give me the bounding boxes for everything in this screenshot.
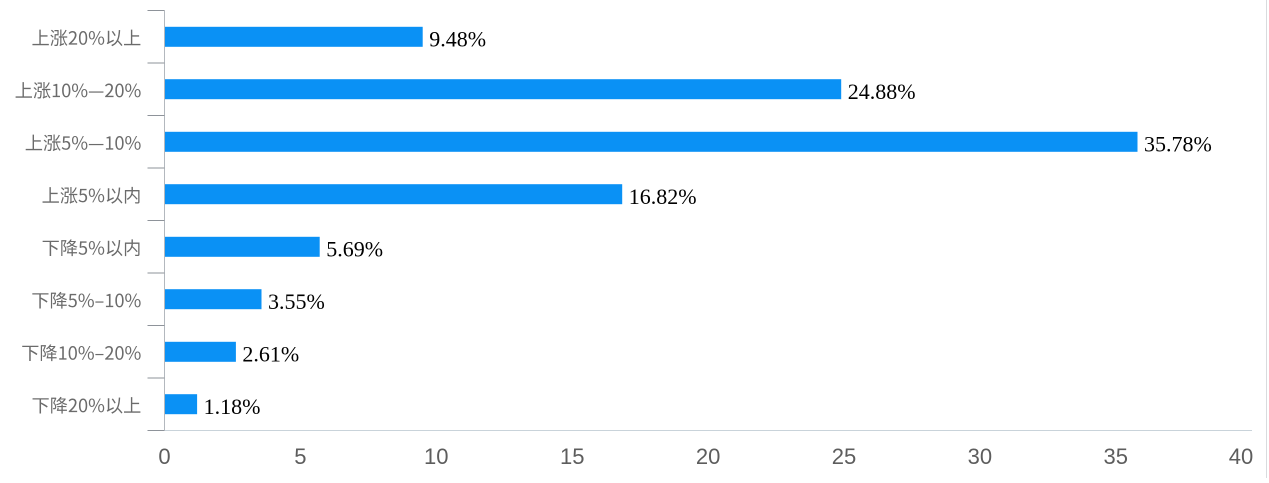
svg-text:1.18%: 1.18% bbox=[204, 394, 261, 419]
svg-text:2.61%: 2.61% bbox=[242, 341, 299, 366]
svg-text:9.48%: 9.48% bbox=[429, 27, 486, 52]
svg-text:0: 0 bbox=[158, 444, 170, 469]
svg-text:16.82%: 16.82% bbox=[629, 184, 697, 209]
svg-text:35.78%: 35.78% bbox=[1144, 131, 1212, 156]
svg-text:35: 35 bbox=[1104, 444, 1128, 469]
svg-text:3.55%: 3.55% bbox=[268, 289, 325, 314]
svg-text:5: 5 bbox=[294, 444, 306, 469]
svg-text:25: 25 bbox=[832, 444, 856, 469]
svg-text:40: 40 bbox=[1229, 444, 1253, 469]
svg-text:24.88%: 24.88% bbox=[848, 79, 916, 104]
svg-text:5.69%: 5.69% bbox=[326, 236, 383, 261]
svg-text:30: 30 bbox=[968, 444, 992, 469]
svg-text:10: 10 bbox=[424, 444, 448, 469]
svg-text:15: 15 bbox=[560, 444, 584, 469]
svg-text:20: 20 bbox=[696, 444, 720, 469]
